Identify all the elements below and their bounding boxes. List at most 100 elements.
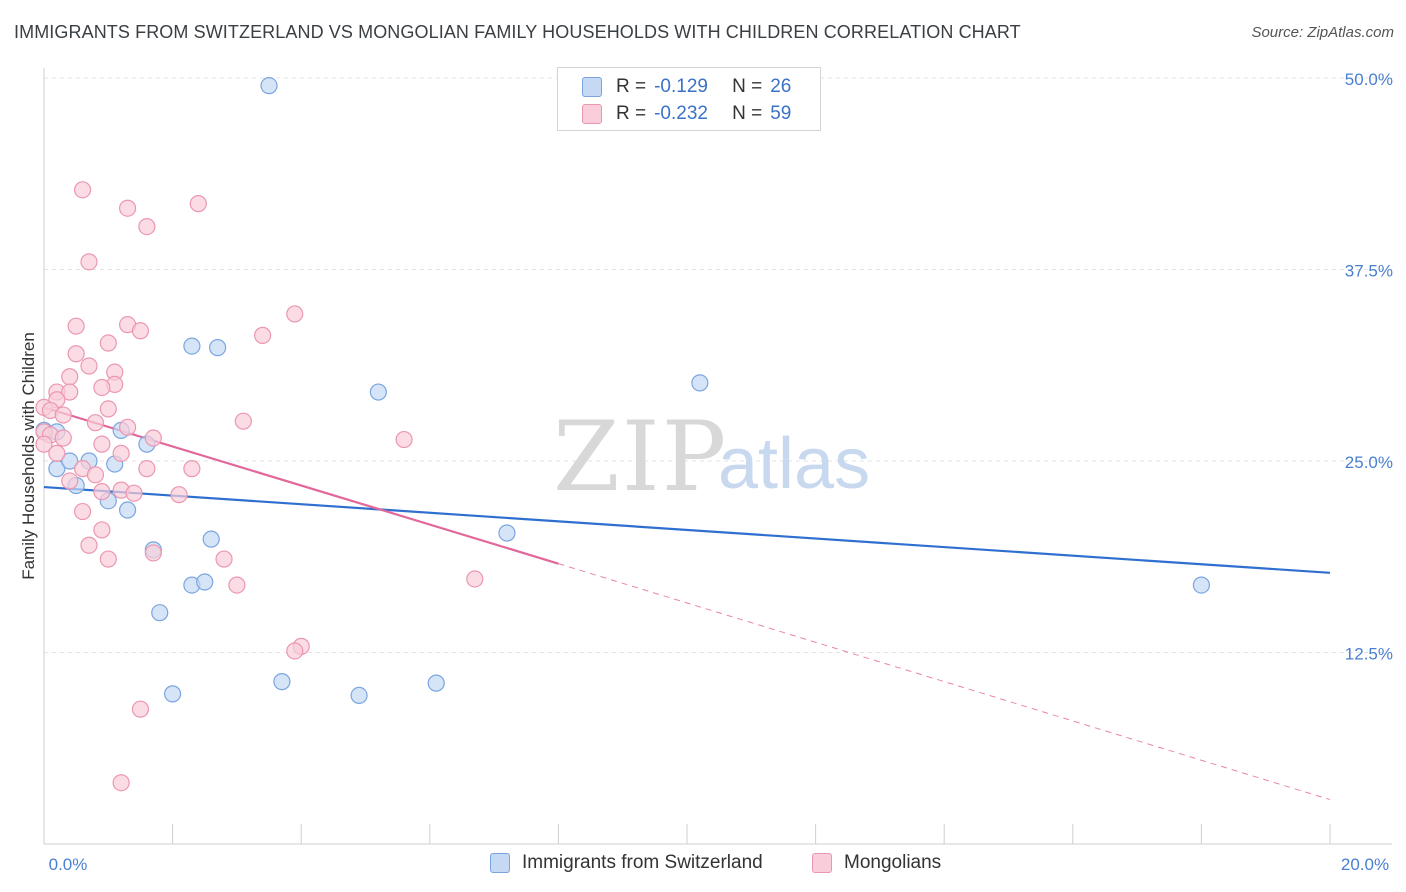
data-point-switzerland [498, 524, 516, 542]
legend-row-mongolians: R = -0.232 N = 59 [582, 101, 791, 127]
data-point-switzerland [691, 374, 709, 392]
data-point-mongolians [48, 444, 66, 462]
data-point-mongolians [112, 444, 130, 462]
legend-row-switzerland: R = -0.129 N = 26 [582, 74, 791, 100]
data-point-switzerland [202, 530, 220, 548]
legend-label-mongolians: Mongolians [844, 852, 942, 873]
y-tick-labels: 12.5% 25.0% 37.5% 50.0% [1345, 70, 1393, 664]
data-point-mongolians [80, 253, 98, 271]
legend-item-mongolians: Mongolians [812, 852, 941, 874]
data-point-switzerland [118, 501, 137, 519]
data-point-mongolians [54, 429, 72, 447]
y-tick-label: 25.0% [1345, 453, 1393, 472]
data-point-mongolians [93, 483, 111, 501]
data-point-switzerland [273, 673, 291, 691]
legend-n-value: 26 [770, 76, 792, 97]
data-point-switzerland [151, 604, 169, 622]
trend-extension-mongolians [558, 563, 1331, 801]
data-point-mongolians [131, 322, 150, 340]
data-point-mongolians [99, 400, 117, 418]
data-point-mongolians [73, 181, 92, 199]
legend-swatch-blue [490, 853, 510, 873]
data-point-mongolians [228, 576, 246, 594]
data-point-switzerland [1192, 576, 1211, 594]
data-point-mongolians [67, 317, 85, 335]
data-point-mongolians [144, 429, 162, 447]
x-tick-label: 20.0% [1341, 855, 1389, 874]
x-tick-labels: 0.0% 20.0% [49, 855, 1389, 874]
data-point-mongolians [93, 378, 111, 397]
data-point-mongolians [138, 218, 156, 236]
data-point-mongolians [54, 406, 72, 424]
grid-lines [44, 77, 1392, 653]
chart-title: IMMIGRANTS FROM SWITZERLAND VS MONGOLIAN… [14, 22, 1021, 42]
data-point-mongolians [61, 368, 79, 386]
data-point-mongolians [35, 435, 53, 453]
data-point-mongolians [118, 199, 137, 217]
data-point-mongolians [118, 418, 137, 436]
y-tick-label: 37.5% [1345, 262, 1393, 281]
data-point-mongolians [183, 460, 201, 478]
axes [43, 68, 1392, 845]
data-point-mongolians [93, 521, 111, 539]
data-point-mongolians [80, 536, 98, 554]
legend-swatch-pink [812, 853, 832, 873]
legend-item-switzerland: Immigrants from Switzerland [490, 852, 763, 874]
data-point-switzerland [369, 383, 387, 401]
data-point-mongolians [286, 305, 304, 323]
data-point-mongolians [144, 544, 162, 562]
data-point-switzerland [427, 674, 445, 692]
data-point-mongolians [80, 357, 98, 375]
legend-swatch-pink [582, 104, 602, 124]
data-point-mongolians [99, 334, 117, 352]
data-point-mongolians [131, 700, 150, 718]
series-mongolians-points [35, 181, 484, 792]
data-point-mongolians [395, 430, 413, 449]
data-point-mongolians [86, 414, 105, 432]
data-point-switzerland [260, 77, 278, 95]
series-legend: Immigrants from Switzerland Mongolians [0, 852, 1406, 878]
data-point-mongolians [112, 774, 130, 792]
data-point-mongolians [86, 466, 105, 484]
data-point-mongolians [61, 383, 79, 401]
data-point-mongolians [189, 195, 207, 213]
data-point-mongolians [73, 502, 92, 521]
data-point-mongolians [67, 345, 85, 363]
data-point-switzerland [183, 337, 201, 355]
data-point-switzerland [164, 685, 182, 703]
data-point-mongolians [215, 550, 233, 568]
series-switzerland-points [35, 77, 1211, 704]
legend-n-value: 59 [770, 103, 792, 124]
data-point-mongolians [286, 642, 304, 660]
data-point-mongolians [466, 570, 484, 588]
legend-label-switzerland: Immigrants from Switzerland [522, 852, 763, 873]
data-point-switzerland [350, 686, 368, 704]
data-point-mongolians [254, 326, 272, 344]
legend-n-label: N = [732, 103, 763, 124]
y-tick-label: 50.0% [1345, 70, 1393, 89]
source-credit: Source: ZipAtlas.com [1251, 24, 1394, 41]
data-point-mongolians [138, 460, 156, 478]
data-point-mongolians [61, 472, 79, 490]
data-point-switzerland [196, 573, 214, 591]
watermark-atlas: atlas [718, 424, 870, 504]
watermark: ZIP atlas [553, 401, 870, 513]
legend-n-label: N = [732, 76, 763, 97]
data-point-mongolians [125, 484, 143, 502]
data-point-switzerland [209, 339, 227, 357]
data-point-mongolians [170, 486, 188, 504]
data-point-mongolians [93, 435, 111, 453]
legend-swatch-blue [582, 77, 602, 97]
x-tick-label: 0.0% [49, 855, 88, 874]
watermark-zip: ZIP [553, 401, 728, 513]
data-point-mongolians [234, 412, 252, 430]
legend-r-label: R = [616, 76, 647, 97]
correlation-legend: R = -0.129 N = 26 R = -0.232 N = 59 [557, 67, 821, 131]
data-point-switzerland [61, 452, 79, 470]
y-axis-title: Family Households with Children [19, 332, 38, 580]
trend-line-switzerland [43, 485, 1331, 574]
legend-r-label: R = [616, 103, 647, 124]
y-tick-label: 12.5% [1345, 645, 1393, 664]
legend-r-value: -0.129 [654, 76, 708, 97]
